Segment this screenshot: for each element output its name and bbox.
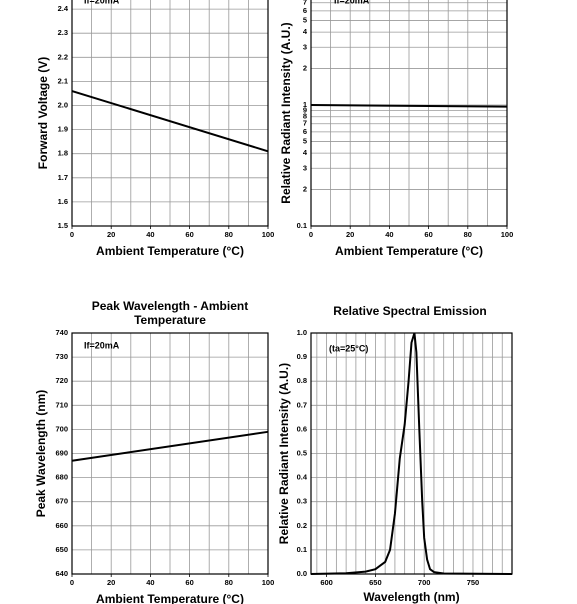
annotation: If=20mA — [334, 0, 370, 5]
y-tick-label: 1.0 — [297, 328, 307, 337]
y-tick-label: 1.5 — [58, 221, 68, 230]
data-line — [310, 104, 508, 108]
x-axis-label: Ambient Temperature (°C) — [96, 244, 244, 258]
y-tick-label: 720 — [55, 376, 68, 385]
annotation: (ta=25°C) — [329, 343, 368, 353]
y-tick-label: 4 — [303, 148, 308, 157]
data-line — [71, 430, 269, 462]
y-tick-label: 640 — [55, 569, 68, 578]
y-tick-label: 3 — [303, 163, 307, 172]
x-tick-label: 60 — [424, 230, 432, 239]
y-tick-label: 1.9 — [58, 125, 68, 134]
y-tick-label: 1.8 — [58, 149, 68, 158]
y-tick-label: 0.9 — [297, 352, 307, 361]
y-tick-label: 2.1 — [58, 76, 68, 85]
x-axis-label: Ambient Temperature (°C) — [335, 244, 483, 258]
x-axis-label: Wavelength (nm) — [363, 590, 459, 604]
x-tick-label: 700 — [418, 578, 431, 587]
plot-border — [71, 332, 269, 575]
y-tick-label: 2.0 — [58, 100, 68, 109]
y-tick-label: 680 — [55, 473, 68, 482]
data-line — [310, 332, 513, 575]
x-axis-label: Ambient Temperature (°C) — [96, 592, 244, 604]
chart-title: Peak Wavelength - Ambient Temperature — [91, 299, 249, 327]
x-tick-label: 0 — [70, 230, 74, 239]
annotation: If=20mA — [84, 0, 120, 5]
x-tick-label: 20 — [107, 578, 115, 587]
y-tick-label: 0.0 — [297, 569, 307, 578]
y-tick-label: 1.7 — [58, 173, 68, 182]
y-axis-label: Relative Radiant Intensity (A.U.) — [279, 22, 293, 203]
y-tick-label: 1 — [303, 100, 307, 109]
y-tick-label: 0.8 — [297, 376, 307, 385]
y-tick-label: 5 — [303, 136, 307, 145]
y-tick-label: 9 — [303, 106, 307, 115]
annotation: If=20mA — [84, 340, 120, 350]
y-tick-label: 1.6 — [58, 197, 68, 206]
y-tick-label: 0.5 — [297, 448, 307, 457]
y-tick-label: 2.3 — [58, 28, 68, 37]
y-tick-label: 700 — [55, 424, 68, 433]
x-tick-label: 100 — [262, 230, 275, 239]
x-tick-label: 40 — [385, 230, 393, 239]
x-tick-label: 40 — [146, 230, 154, 239]
y-tick-label: 3 — [303, 42, 307, 51]
x-tick-label: 20 — [107, 230, 115, 239]
x-tick-label: 100 — [262, 578, 275, 587]
x-tick-label: 0 — [70, 578, 74, 587]
y-tick-label: 740 — [55, 328, 68, 337]
y-tick-label: 0.7 — [297, 400, 307, 409]
x-tick-label: 100 — [501, 230, 514, 239]
x-tick-label: 600 — [320, 578, 333, 587]
y-tick-label: 670 — [55, 497, 68, 506]
y-tick-label: 690 — [55, 448, 68, 457]
y-tick-label: 8 — [303, 112, 307, 121]
x-tick-label: 80 — [225, 230, 233, 239]
x-tick-label: 750 — [467, 578, 480, 587]
x-tick-label: 80 — [464, 230, 472, 239]
plot-border — [310, 332, 513, 575]
y-tick-label: 7 — [303, 119, 307, 128]
y-tick-label: 0.4 — [297, 473, 308, 482]
y-tick-label: 730 — [55, 352, 68, 361]
x-tick-label: 650 — [369, 578, 382, 587]
y-tick-label: 6 — [303, 6, 307, 15]
y-tick-label: 2.2 — [58, 52, 68, 61]
y-tick-label: 0.1 — [297, 221, 307, 230]
y-tick-label: 2 — [303, 64, 307, 73]
data-line — [71, 90, 269, 153]
x-tick-label: 0 — [309, 230, 313, 239]
y-tick-label: 0.3 — [297, 497, 307, 506]
x-tick-label: 40 — [146, 578, 154, 587]
x-tick-label: 80 — [225, 578, 233, 587]
x-tick-label: 20 — [346, 230, 354, 239]
y-axis-label: Peak Wavelength (nm) — [34, 390, 48, 518]
y-axis-label: Relative Radiant Intensity (A.U.) — [277, 363, 291, 544]
y-tick-label: 4 — [303, 27, 308, 36]
chart-title: Relative Spectral Emission — [333, 304, 487, 318]
y-tick-label: 2 — [303, 185, 307, 194]
y-tick-label: 710 — [55, 400, 68, 409]
y-tick-label: 5 — [303, 15, 307, 24]
x-tick-label: 60 — [185, 578, 193, 587]
x-tick-label: 60 — [185, 230, 193, 239]
plot-border — [71, 0, 269, 227]
y-tick-label: 7 — [303, 0, 307, 7]
y-axis-label: Forward Voltage (V) — [36, 57, 50, 169]
y-tick-label: 0.2 — [297, 521, 307, 530]
y-tick-label: 650 — [55, 545, 68, 554]
y-tick-label: 2.4 — [58, 4, 69, 13]
y-tick-label: 6 — [303, 127, 307, 136]
y-tick-label: 0.1 — [297, 545, 307, 554]
y-tick-label: 0.6 — [297, 424, 307, 433]
y-tick-label: 660 — [55, 521, 68, 530]
